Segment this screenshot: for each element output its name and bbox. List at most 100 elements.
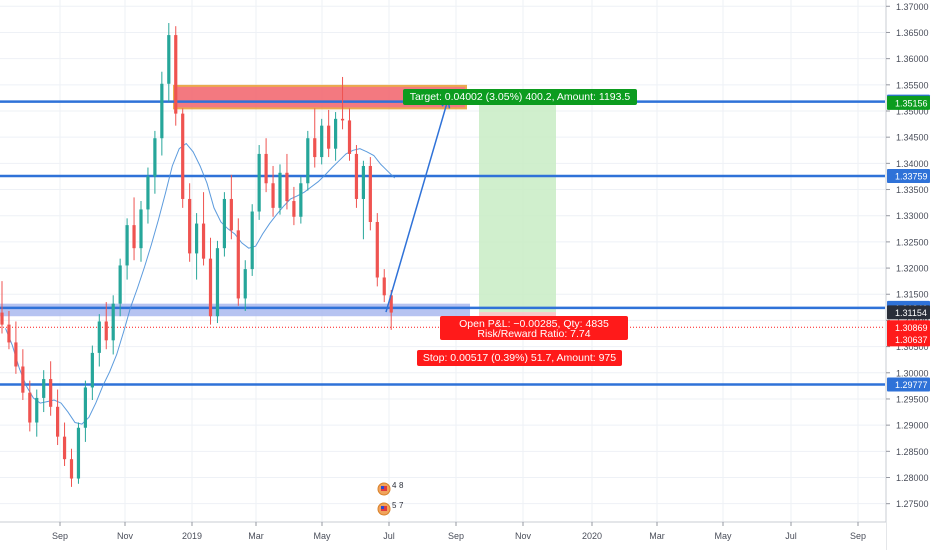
candle: [243, 260, 247, 312]
stop-label-bg: [417, 350, 622, 366]
candle: [264, 138, 268, 193]
candle: [146, 167, 150, 224]
position-label-text: Risk/Reward Ratio: 7.74: [477, 328, 590, 340]
candle-body: [139, 209, 143, 249]
flag-canton-icon: [381, 486, 384, 489]
candle-body: [320, 125, 324, 158]
price-marker-badge-text: 1.30637: [895, 335, 928, 345]
price-axis[interactable]: 1.37000 1.36500 1.36000 1.35500 1.35000 1.345…: [885, 0, 932, 550]
candle: [160, 71, 164, 156]
candle: [361, 160, 365, 240]
level-price-badge-text: 1.33759: [895, 171, 928, 181]
candle: [313, 108, 317, 168]
price-tick-label: 1.30500: [896, 342, 929, 352]
event-count: 5: [392, 501, 397, 510]
price-markers: 1.351801.337591.312401.297771.351561.311…: [887, 94, 930, 392]
candle: [257, 145, 261, 220]
level-price-badge-text: 1.29777: [895, 380, 928, 390]
candle: [271, 165, 275, 217]
candle: [250, 204, 254, 276]
candle: [195, 213, 199, 280]
candle: [292, 186, 296, 226]
candle: [229, 174, 233, 240]
support-zone: [0, 303, 470, 317]
time-tick-label: May: [313, 531, 331, 541]
candle: [76, 422, 81, 484]
candle: [28, 380, 32, 432]
candle: [181, 108, 185, 208]
candle: [334, 112, 338, 161]
time-axis[interactable]: Sep Nov 2019 Mar May Jul Sep Nov 2020 Mar May Jul Se…: [0, 521, 886, 550]
price-tick-label: 1.35500: [896, 80, 929, 90]
candle: [56, 389, 60, 446]
candle-body: [42, 379, 46, 398]
candle-body: [35, 397, 39, 423]
candle: [174, 26, 178, 126]
position-label-bg: [440, 316, 628, 340]
candle: [14, 321, 18, 374]
candle-body: [215, 248, 220, 317]
time-tick-label: 2019: [182, 531, 202, 541]
time-tick-label: May: [714, 531, 732, 541]
candle: [236, 218, 240, 306]
time-tick-label: Sep: [448, 531, 464, 541]
candle: [83, 380, 87, 442]
candle: [327, 109, 331, 158]
candle: [215, 240, 220, 324]
candle-body: [250, 211, 254, 270]
candle-body: [7, 324, 11, 343]
candle-body: [264, 153, 268, 184]
price-marker-badge-bg: [887, 320, 930, 335]
event-count: 4: [392, 481, 397, 490]
candle: [354, 145, 359, 208]
candle: [125, 218, 129, 280]
time-tick-label: Mar: [248, 531, 264, 541]
candle-body: [0, 312, 4, 325]
moving-average-layer: [5, 142, 396, 425]
time-tick-label: Mar: [649, 531, 665, 541]
level-price-badge: 1.29777: [887, 377, 930, 392]
candle: [139, 201, 143, 262]
event-badges[interactable]: 4 8 5 7: [377, 481, 404, 516]
candle: [347, 108, 352, 161]
flag-canton-icon: [381, 506, 384, 509]
candle: [49, 361, 53, 416]
candle: [167, 23, 171, 102]
candle: [368, 157, 372, 231]
candle: [118, 258, 122, 317]
price-tick-label: 1.29000: [896, 421, 929, 431]
level-price-badge-bg: [887, 168, 930, 183]
candle: [90, 345, 94, 401]
candle-body: [278, 172, 282, 208]
price-tick-label: 1.28500: [896, 447, 929, 457]
candle-body: [146, 176, 150, 210]
projection-arrow: [385, 99, 449, 313]
price-marker-badge: 1.31154: [887, 305, 930, 320]
candle: [97, 314, 101, 367]
candle: [201, 192, 206, 266]
candle-body: [111, 303, 115, 341]
candle-body: [132, 225, 136, 249]
position-labels: Target: 0.04002 (3.05%) 400.2, Amount: 1…: [403, 89, 637, 366]
price-tick-label: 1.33500: [896, 185, 929, 195]
level-price-badge-bg: [887, 377, 930, 392]
candle-body: [21, 366, 25, 393]
price-marker-badge: 1.30869: [887, 320, 930, 335]
price-marker-badge-text: 1.31154: [895, 308, 927, 318]
candle: [132, 197, 136, 261]
price-tick-label: 1.32500: [896, 237, 929, 247]
candle: [278, 164, 282, 215]
candle-body: [389, 295, 393, 313]
candle-body: [195, 223, 199, 254]
candle: [222, 192, 226, 257]
candle-body: [28, 392, 32, 423]
candle: [306, 130, 310, 191]
candle-body: [118, 265, 122, 304]
price-tick-label: 1.35000: [896, 106, 929, 116]
candle-body: [62, 436, 67, 460]
candle: [111, 295, 115, 355]
